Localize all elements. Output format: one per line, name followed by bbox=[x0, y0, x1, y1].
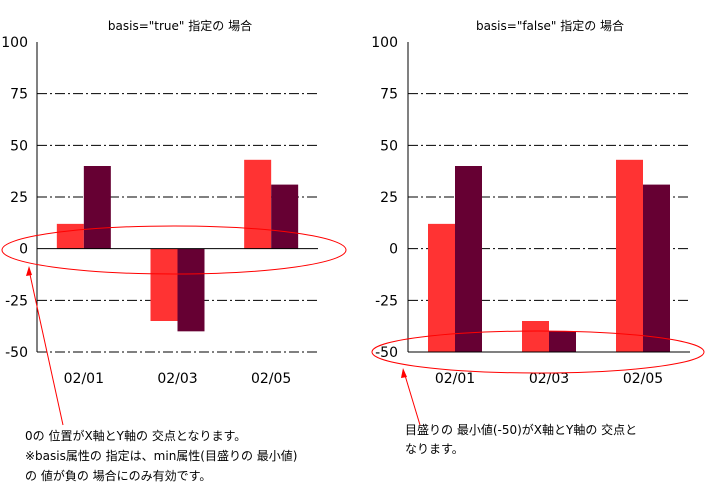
y-tick-label: -25 bbox=[375, 293, 398, 309]
bar bbox=[549, 331, 576, 352]
annotation-left: 0の 位置がX軸とY軸の 交点となります。 ※basis属性の 指定は、min属… bbox=[25, 428, 298, 483]
bar bbox=[150, 248, 178, 321]
bar bbox=[428, 223, 455, 352]
bars bbox=[56, 159, 299, 332]
bar bbox=[244, 159, 272, 249]
highlight-ellipse-right bbox=[371, 330, 705, 374]
y-tick-label: 100 bbox=[1, 35, 28, 51]
bar bbox=[177, 248, 205, 332]
bar bbox=[56, 223, 84, 249]
y-tick-label: 25 bbox=[380, 190, 398, 206]
callout-arrow-left bbox=[26, 266, 32, 276]
category-label: 02/05 bbox=[623, 371, 663, 387]
y-tick-label: 75 bbox=[10, 87, 28, 103]
y-tick-labels: 100 75 50 25 0 -25 -50 bbox=[1, 35, 28, 361]
annotation-right: 目盛りの 最小値(-50)がX軸とY軸の 交点と なります。 bbox=[405, 422, 637, 456]
chart-title: basis="true" 指定の 場合 bbox=[108, 18, 252, 33]
bars bbox=[428, 159, 670, 352]
axes bbox=[36, 42, 318, 352]
callout-line-left bbox=[28, 269, 64, 426]
y-tick-label: 25 bbox=[10, 190, 28, 206]
category-labels: 02/01 02/03 02/05 bbox=[435, 371, 663, 387]
annotation-line: 目盛りの 最小値(-50)がX軸とY軸の 交点と bbox=[405, 422, 637, 437]
annotation-line: なります。 bbox=[405, 442, 464, 456]
chart-basis-false: basis="false" 指定の 場合 100 75 50 25 0 -25 -50 02… bbox=[371, 18, 690, 387]
bar bbox=[455, 166, 482, 352]
y-tick-label: 0 bbox=[389, 242, 398, 258]
bar bbox=[271, 184, 299, 249]
y-tick-label: 50 bbox=[10, 138, 28, 154]
chart-basis-true: basis="true" 指定の 場合 100 75 50 25 0 -25 -50 02/… bbox=[1, 18, 318, 387]
category-label: 02/03 bbox=[157, 371, 197, 387]
chart-title: basis="false" 指定の 場合 bbox=[476, 18, 624, 33]
bar bbox=[83, 166, 111, 249]
annotation-line: の 値が負の 場合にのみ有効です。 bbox=[25, 468, 211, 483]
y-tick-label: -50 bbox=[375, 345, 398, 361]
bar bbox=[643, 184, 670, 352]
y-tick-label: -25 bbox=[5, 293, 28, 309]
annotation-line: 0の 位置がX軸とY軸の 交点となります。 bbox=[25, 428, 246, 443]
callout-line-right bbox=[403, 371, 421, 426]
y-tick-label: 100 bbox=[371, 35, 398, 51]
y-tick-label: 75 bbox=[380, 87, 398, 103]
bar bbox=[522, 321, 549, 352]
category-label: 02/03 bbox=[529, 371, 569, 387]
callout-arrow-right bbox=[401, 368, 407, 378]
bar bbox=[616, 159, 643, 352]
y-tick-labels: 100 75 50 25 0 -25 -50 bbox=[371, 35, 398, 361]
category-label: 02/01 bbox=[435, 371, 475, 387]
annotation-line: ※basis属性の 指定は、min属性(目盛りの 最小値) bbox=[25, 448, 298, 463]
category-label: 02/05 bbox=[251, 371, 291, 387]
y-tick-label: 50 bbox=[380, 138, 398, 154]
y-tick-label: 0 bbox=[19, 242, 28, 258]
category-label: 02/01 bbox=[64, 371, 104, 387]
highlight-ellipse-left bbox=[1, 225, 347, 275]
axes bbox=[407, 42, 690, 353]
y-tick-label: -50 bbox=[5, 345, 28, 361]
category-labels: 02/01 02/03 02/05 bbox=[64, 371, 292, 387]
